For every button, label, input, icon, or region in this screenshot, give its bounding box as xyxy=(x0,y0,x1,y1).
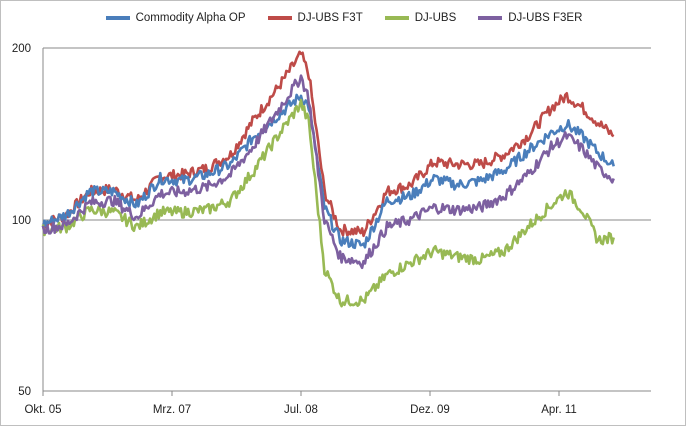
legend-item-dj-ubs-f3t: DJ-UBS F3T xyxy=(267,12,363,24)
x-tick-label-dez-09: Dez. 09 xyxy=(410,404,450,416)
legend-label-dj-ubs-f3t: DJ-UBS F3T xyxy=(297,12,363,24)
x-tick-label-apr-11: Apr. 11 xyxy=(541,404,577,416)
series-line-commodity-alpha-op xyxy=(41,93,615,250)
series-line-dj-ubs xyxy=(41,98,615,308)
series-line-dj-ubs-f3er xyxy=(41,74,615,270)
legend-item-commodity-alpha-op: Commodity Alpha OP xyxy=(105,12,246,24)
y-tick-label-200: 200 xyxy=(12,43,31,55)
legend-swatch-dj-ubs xyxy=(384,16,409,20)
x-tick-label-jul-08: Jul. 08 xyxy=(284,404,318,416)
legend-label-dj-ubs: DJ-UBS xyxy=(414,12,457,24)
legend-item-dj-ubs-f3er: DJ-UBS F3ER xyxy=(478,12,582,24)
legend-label-dj-ubs-f3er: DJ-UBS F3ER xyxy=(508,12,583,24)
legend: Commodity Alpha OP DJ-UBS F3T DJ-UBS DJ-… xyxy=(1,12,686,24)
legend-item-dj-ubs: DJ-UBS xyxy=(384,12,457,24)
legend-swatch-dj-ubs-f3t xyxy=(267,16,292,20)
legend-swatch-commodity-alpha-op xyxy=(105,16,130,20)
y-tick-label-50: 50 xyxy=(18,386,31,398)
y-tick-label-100: 100 xyxy=(12,215,31,227)
x-tick-label-mrz-07: Mrz. 07 xyxy=(153,404,191,416)
legend-swatch-dj-ubs-f3er xyxy=(478,16,503,20)
x-tick-label-okt-05: Okt. 05 xyxy=(24,404,61,416)
legend-label-commodity-alpha-op: Commodity Alpha OP xyxy=(135,12,246,24)
